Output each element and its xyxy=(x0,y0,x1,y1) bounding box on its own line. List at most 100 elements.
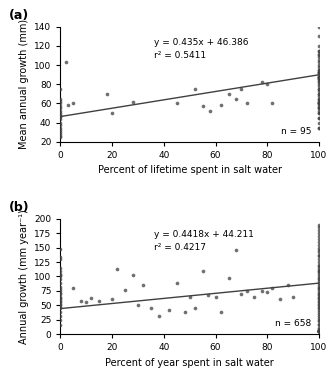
Point xyxy=(278,297,283,303)
Point xyxy=(317,295,322,301)
Point xyxy=(317,110,322,116)
Point xyxy=(317,273,322,279)
Point xyxy=(110,110,115,116)
Point xyxy=(317,98,322,104)
Point xyxy=(317,59,322,65)
Point xyxy=(234,96,239,102)
Point xyxy=(317,285,322,291)
Point xyxy=(244,288,249,294)
Point xyxy=(58,295,63,301)
Point xyxy=(58,299,63,305)
Point xyxy=(317,100,322,106)
Point xyxy=(58,110,63,116)
Point xyxy=(58,312,63,318)
Point xyxy=(317,297,322,303)
Point xyxy=(317,301,322,307)
Point xyxy=(213,294,218,300)
Point xyxy=(317,93,322,99)
Point xyxy=(317,224,322,230)
Point xyxy=(317,110,322,116)
Point xyxy=(317,33,322,39)
Point xyxy=(140,282,146,288)
Point xyxy=(58,323,63,329)
Point xyxy=(317,76,322,82)
Point xyxy=(317,124,322,130)
Point xyxy=(317,100,322,106)
Point xyxy=(156,312,161,318)
Point xyxy=(317,104,322,110)
Text: r² = 0.5411: r² = 0.5411 xyxy=(154,51,206,60)
Point xyxy=(58,294,63,300)
Point xyxy=(317,52,322,58)
Point xyxy=(130,99,135,105)
Point xyxy=(58,268,63,274)
Point xyxy=(234,247,239,253)
Point xyxy=(317,230,322,236)
Point xyxy=(317,69,322,75)
Point xyxy=(317,318,322,324)
Point xyxy=(317,328,322,334)
Point xyxy=(317,317,322,323)
Point xyxy=(317,278,322,284)
Point xyxy=(58,112,63,118)
Point xyxy=(317,74,322,80)
Point xyxy=(58,133,63,139)
Point xyxy=(317,115,322,121)
Point xyxy=(317,325,322,331)
Point xyxy=(317,323,322,329)
Point xyxy=(110,297,115,303)
Point xyxy=(58,131,63,137)
Point xyxy=(317,88,322,94)
Point xyxy=(317,86,322,92)
Point xyxy=(58,291,63,297)
Point xyxy=(226,91,231,97)
Point xyxy=(58,290,63,296)
Point xyxy=(317,108,322,114)
Point xyxy=(84,299,89,305)
Point xyxy=(317,271,322,277)
Point xyxy=(218,102,223,108)
Point xyxy=(265,81,270,87)
Point xyxy=(317,268,322,274)
Point xyxy=(58,108,63,114)
Point xyxy=(265,289,270,295)
Point xyxy=(317,292,322,298)
Point xyxy=(317,305,322,311)
Point xyxy=(317,328,322,334)
Point xyxy=(317,105,322,111)
Point xyxy=(317,96,322,102)
Point xyxy=(317,64,322,70)
Point xyxy=(317,328,322,334)
Point xyxy=(317,124,322,130)
Point xyxy=(317,70,322,76)
Point xyxy=(285,282,291,288)
Point xyxy=(317,328,322,334)
Point xyxy=(291,294,296,300)
X-axis label: Percent of lifetime spent in salt water: Percent of lifetime spent in salt water xyxy=(98,165,282,176)
Point xyxy=(174,100,179,106)
Point xyxy=(317,275,322,281)
Text: y = 0.4418x + 44.211: y = 0.4418x + 44.211 xyxy=(154,230,253,239)
Point xyxy=(317,120,322,126)
Point xyxy=(317,102,322,108)
Point xyxy=(317,24,322,30)
Point xyxy=(58,134,63,140)
Point xyxy=(58,96,63,102)
Point xyxy=(89,295,94,301)
Point xyxy=(239,86,244,92)
Point xyxy=(317,265,322,271)
Point xyxy=(317,244,322,250)
Point xyxy=(226,274,231,280)
Point xyxy=(317,79,322,85)
Point xyxy=(58,271,63,277)
Point xyxy=(317,48,322,54)
Point xyxy=(317,328,322,334)
Point xyxy=(58,256,63,262)
Point xyxy=(58,103,63,109)
Point xyxy=(58,127,63,133)
Point xyxy=(317,299,322,305)
Point xyxy=(317,70,322,76)
Point xyxy=(200,103,205,109)
Point xyxy=(58,120,63,126)
Point xyxy=(317,105,322,111)
